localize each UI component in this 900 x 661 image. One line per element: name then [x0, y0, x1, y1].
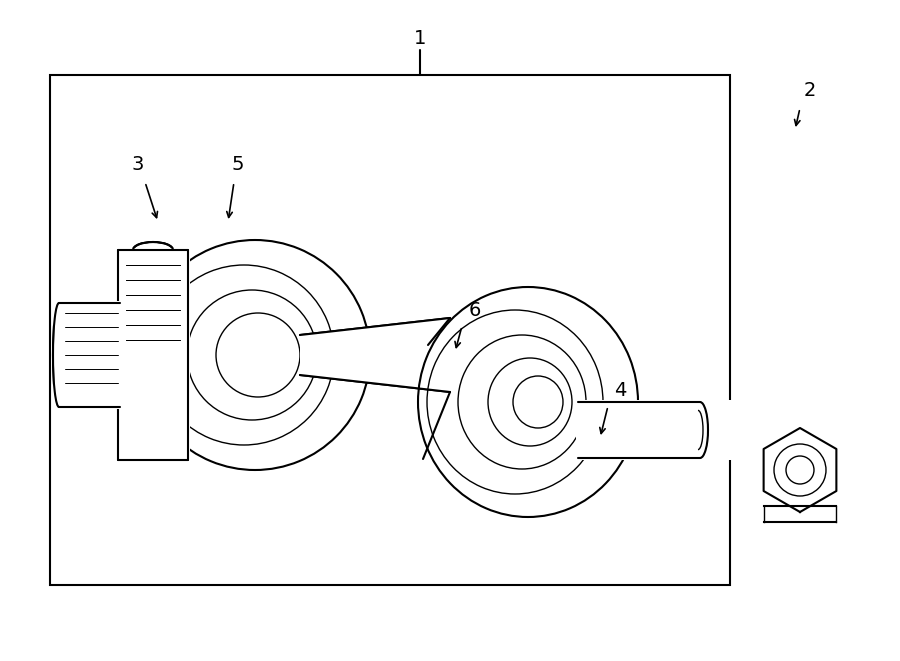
Polygon shape	[300, 318, 450, 392]
Bar	[118, 250, 188, 460]
Text: 2: 2	[804, 81, 816, 100]
Bar	[576, 400, 778, 460]
Text: 1: 1	[414, 28, 427, 48]
Bar	[116, 248, 190, 462]
Text: 6: 6	[469, 301, 482, 319]
Text: 3: 3	[131, 155, 144, 175]
Polygon shape	[763, 506, 836, 522]
Bar	[53, 301, 122, 409]
Bar	[50, 75, 730, 585]
Text: 4: 4	[614, 381, 626, 399]
Text: 5: 5	[232, 155, 244, 175]
Polygon shape	[763, 428, 836, 512]
